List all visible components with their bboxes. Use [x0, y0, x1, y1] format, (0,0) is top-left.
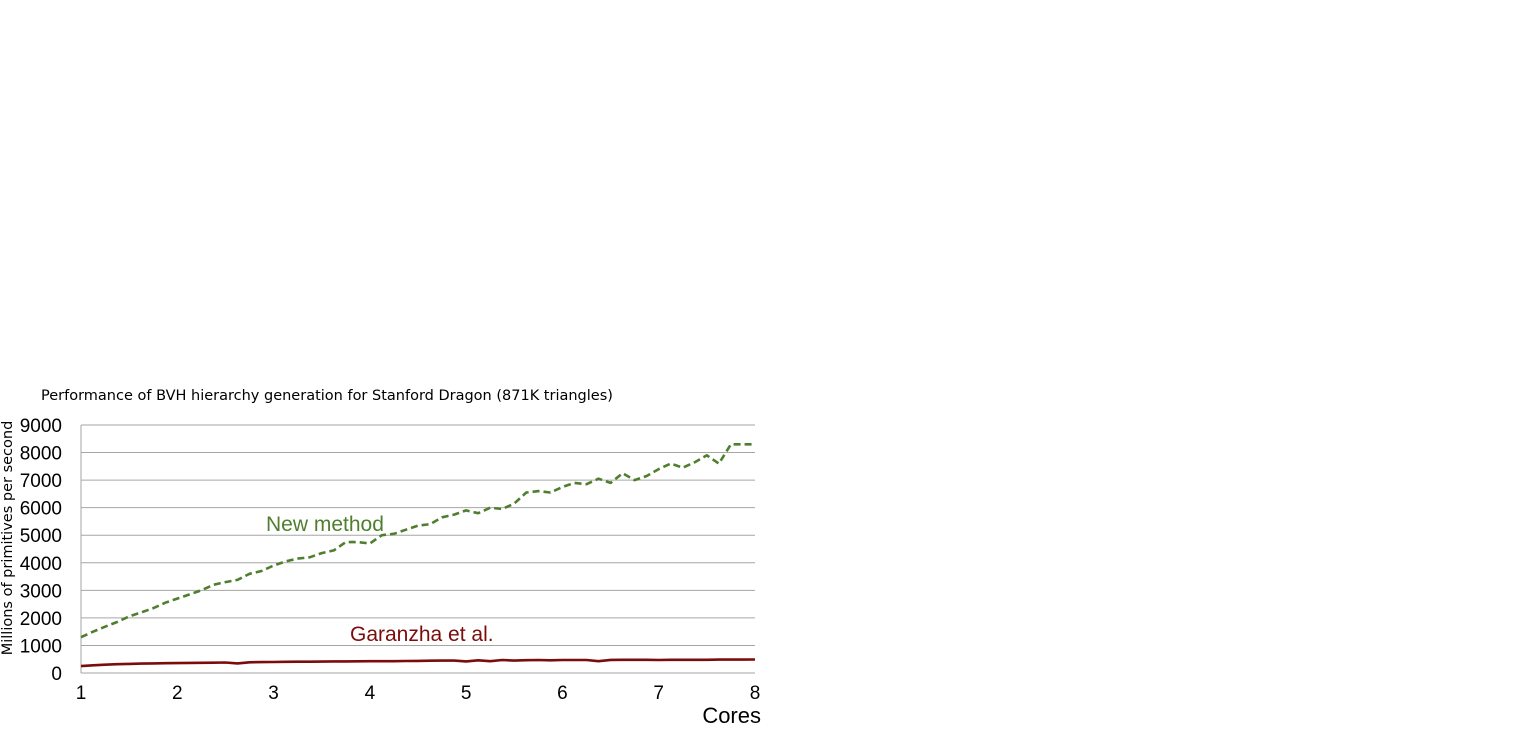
y-tick-6000: 6000: [20, 499, 62, 520]
x-tick-6: 6: [557, 683, 568, 704]
x-tick-3: 3: [268, 683, 279, 704]
series-line-0: [80, 442, 755, 639]
series-line-1: [80, 658, 756, 668]
annotation-new-method: New method: [266, 513, 384, 536]
annotation-garanzha: Garanzha et al.: [350, 623, 494, 646]
chart-title: Performance of BVH hierarchy generation …: [41, 388, 613, 404]
x-axis-label: Cores: [702, 703, 761, 728]
y-tick-7000: 7000: [20, 471, 62, 492]
x-tick-labels: 1 2 3 4 5 6 7 8: [76, 683, 761, 704]
x-tick-7: 7: [653, 683, 664, 704]
x-tick-5: 5: [461, 683, 472, 704]
y-tick-labels: 0 1000 2000 3000 4000 5000 6000 7000 8000 9000: [20, 416, 62, 685]
y-tick-9000: 9000: [20, 416, 62, 437]
x-tick-4: 4: [365, 683, 376, 704]
x-tick-2: 2: [172, 683, 183, 704]
y-tick-1000: 1000: [20, 636, 62, 657]
y-tick-3000: 3000: [20, 581, 62, 602]
y-tick-4000: 4000: [20, 554, 62, 575]
y-axis-label: Millions of primitives per second: [0, 421, 16, 656]
y-tick-2000: 2000: [20, 609, 62, 630]
series-layer: [80, 442, 756, 668]
y-tick-8000: 8000: [20, 444, 62, 465]
x-tick-8: 8: [750, 683, 761, 704]
x-tick-1: 1: [76, 683, 87, 704]
gridlines: [80, 424, 755, 674]
y-tick-5000: 5000: [20, 526, 62, 547]
y-tick-0: 0: [51, 664, 62, 685]
